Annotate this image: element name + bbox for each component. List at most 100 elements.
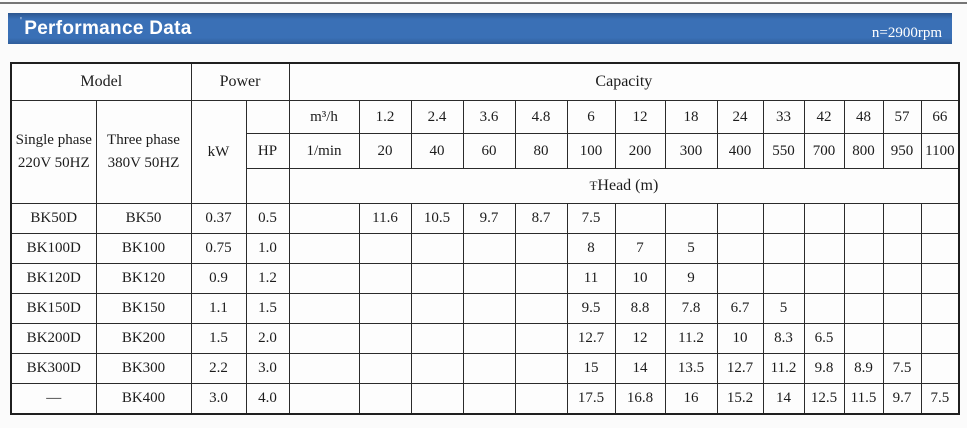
head-value-cell: [514, 383, 568, 415]
flow-lmin-value-cell: 100: [566, 133, 616, 169]
head-value-cell: [843, 203, 884, 234]
hp-value-cell: 4.0: [245, 383, 290, 415]
flow-m3h-value-cell: 48: [843, 100, 884, 134]
flow-label-spacer-cell: [288, 263, 360, 294]
head-value-cell: 13.5: [664, 353, 718, 384]
head-value-cell: 7: [614, 233, 666, 264]
table-row-bk150: BK150D BK150 1.1 1.5 9.5 8.8 7.8 6.7 5: [10, 293, 960, 324]
head-value-cell: 8.7: [514, 203, 568, 234]
flow-m3h-value-cell: 2.4: [410, 100, 464, 134]
head-value-cell: 8.3: [762, 323, 805, 354]
single-phase-header-cell: Single phase 220V 50HZ: [10, 100, 97, 204]
flow-lmin-value-cell: 300: [664, 133, 718, 169]
head-value-cell: 9.5: [566, 293, 616, 324]
table-header-row: Model Power Capacity: [10, 62, 960, 101]
head-value-cell: [882, 263, 922, 294]
head-value-cell: [514, 323, 568, 354]
table-row-bk400: — BK400 3.0 4.0 17.5 16.8 16 15.2 14 12.…: [10, 383, 960, 415]
head-value-cell: [664, 203, 718, 234]
flow-lmin-row: HP 1/min 20 40 60 80 100 200 300 400 550…: [11, 133, 960, 169]
head-value-cell: [410, 263, 464, 294]
head-value-cell: 6.7: [716, 293, 764, 324]
table-row-bk300: BK300D BK300 2.2 3.0 15 14 13.5 12.7 11.…: [10, 353, 960, 384]
head-value-cell: [762, 203, 805, 234]
head-value-cell: 7.5: [566, 203, 616, 234]
single-phase-line1: Single phase: [15, 131, 92, 148]
head-value-cell: [803, 263, 845, 294]
model-single-cell: BK120D: [10, 263, 97, 294]
head-value-cell: [920, 353, 960, 384]
head-value-cell: [762, 233, 805, 264]
flow-lmin-value-cell: 60: [462, 133, 516, 169]
head-value-cell: [462, 263, 516, 294]
flow-label-spacer-cell: [288, 233, 360, 264]
head-value-cell: [803, 233, 845, 264]
flow-m3h-value-cell: 66: [920, 100, 960, 134]
head-value-cell: 9.7: [462, 203, 516, 234]
hp-value-cell: 0.5: [245, 203, 290, 234]
head-value-cell: 10: [614, 263, 666, 294]
model-single-cell: BK300D: [10, 353, 97, 384]
head-value-cell: [882, 293, 922, 324]
flow-lmin-value-cell: 550: [762, 133, 805, 169]
head-value-cell: [514, 353, 568, 384]
flow-label-spacer-cell: [288, 323, 360, 354]
head-value-cell: [410, 233, 464, 264]
kw-header-cell: kW: [190, 100, 247, 204]
model-three-cell: BK100: [95, 233, 192, 264]
flow-m3h-row: Single phase 220V 50HZ Three phase 380V 50…: [10, 100, 960, 204]
head-value-cell: [920, 263, 960, 294]
head-value-cell: [410, 383, 464, 415]
head-value-cell: [514, 293, 568, 324]
model-header-cell: Model: [10, 62, 192, 101]
page-title-text: Performance Data: [24, 18, 192, 39]
three-phase-header-cell: Three phase 380V 50HZ: [95, 100, 192, 204]
flow-lmin-value-cell: 200: [614, 133, 666, 169]
title-tick-artifact: ': [20, 16, 23, 27]
hp-column-spacer-bottom: [245, 168, 290, 204]
hp-value-cell: 1.0: [245, 233, 290, 264]
head-value-cell: [882, 323, 922, 354]
flow-m3h-value-cell: 57: [882, 100, 922, 134]
flow-label-spacer-cell: [288, 203, 360, 234]
table-row-bk50: BK50D BK50 0.37 0.5 11.6 10.5 9.7 8.7 7.…: [10, 203, 960, 234]
head-value-cell: 15: [566, 353, 616, 384]
kw-value-cell: 0.37: [190, 203, 247, 234]
model-three-cell: BK50: [95, 203, 192, 234]
flow-m3h-value-cell: 3.6: [462, 100, 516, 134]
head-value-cell: [462, 323, 516, 354]
flow-label-spacer-cell: [288, 353, 360, 384]
flow-m3h-label-cell: m³/h: [288, 100, 360, 134]
head-value-cell: 5: [762, 293, 805, 324]
head-value-cell: [882, 233, 922, 264]
flow-label-spacer-cell: [288, 293, 360, 324]
model-three-cell: BK300: [95, 353, 192, 384]
model-three-cell: BK120: [95, 263, 192, 294]
page-title: ' Performance Data: [20, 16, 192, 39]
table-row-bk100: BK100D BK100 0.75 1.0 8 7 5: [10, 233, 960, 264]
head-value-cell: 12.7: [566, 323, 616, 354]
head-value-cell: 12.7: [716, 353, 764, 384]
flow-lmin-value-cell: 950: [882, 133, 922, 169]
head-value-cell: [358, 323, 412, 354]
rpm-note: n=2900rpm: [871, 25, 942, 41]
flow-m3h-value-cell: 24: [716, 100, 764, 134]
head-value-cell: [920, 203, 960, 234]
head-value-cell: 9.7: [882, 383, 922, 415]
head-value-cell: [410, 293, 464, 324]
head-value-cell: [920, 293, 960, 324]
model-single-cell: BK100D: [10, 233, 97, 264]
head-value-cell: 11: [566, 263, 616, 294]
head-value-cell: [843, 323, 884, 354]
page-top-rule: [0, 2, 967, 4]
head-value-cell: [803, 293, 845, 324]
kw-value-cell: 2.2: [190, 353, 247, 384]
head-value-cell: [843, 293, 884, 324]
capacity-header-cell: Capacity: [288, 62, 960, 101]
performance-table: Model Power Capacity Single phase 220V 50…: [10, 62, 961, 415]
head-value-cell: [920, 233, 960, 264]
three-phase-line2: 380V 50HZ: [107, 155, 180, 171]
flow-m3h-value-cell: 6: [566, 100, 616, 134]
head-value-cell: 10: [716, 323, 764, 354]
kw-value-cell: 1.5: [190, 323, 247, 354]
